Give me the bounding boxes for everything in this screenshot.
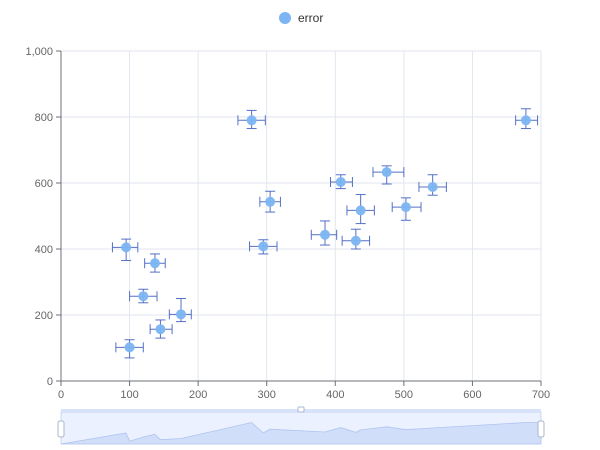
zoom-start-handle[interactable] — [57, 420, 65, 438]
axes: 0 100 200 300 400 500 600 700 0 200 400 600 800 1,000 — [25, 46, 550, 401]
zoom-end-handle[interactable] — [537, 420, 545, 438]
data-point[interactable] — [520, 115, 531, 126]
y-tick-label: 1,000 — [25, 46, 53, 58]
x-tick-label: 500 — [395, 389, 413, 401]
data-point[interactable] — [246, 115, 257, 126]
x-tick-label: 700 — [532, 389, 550, 401]
data-point[interactable] — [350, 235, 361, 246]
zoom-data-shadow — [60, 422, 542, 445]
error-bars — [111, 108, 539, 359]
data-zoom-slider[interactable] — [57, 406, 545, 445]
data-point[interactable] — [124, 342, 135, 353]
data-points — [121, 115, 531, 353]
data-point[interactable] — [400, 202, 411, 213]
legend[interactable]: error — [279, 11, 323, 25]
zoom-selected-range[interactable] — [61, 412, 541, 444]
data-point[interactable] — [355, 205, 366, 216]
y-tick-label: 800 — [35, 112, 53, 124]
x-tick-label: 200 — [189, 389, 207, 401]
data-point[interactable] — [155, 324, 166, 335]
data-point[interactable] — [138, 291, 149, 302]
grid-lines — [61, 50, 542, 381]
legend-label-error[interactable]: error — [298, 11, 323, 25]
data-point[interactable] — [265, 196, 276, 207]
x-tick-label: 0 — [58, 389, 64, 401]
y-tick-label: 600 — [35, 178, 53, 190]
y-tick-label: 400 — [35, 244, 53, 256]
y-tick-label: 0 — [47, 376, 53, 388]
data-point[interactable] — [258, 241, 269, 252]
legend-marker-error[interactable] — [279, 12, 291, 24]
data-point[interactable] — [427, 181, 438, 192]
data-point[interactable] — [335, 177, 346, 188]
data-point[interactable] — [121, 242, 132, 253]
y-tick-label: 200 — [35, 310, 53, 322]
data-point[interactable] — [381, 167, 392, 178]
zoom-grip[interactable] — [297, 406, 305, 413]
data-point[interactable] — [149, 258, 160, 269]
x-tick-label: 300 — [258, 389, 276, 401]
data-point[interactable] — [176, 309, 186, 320]
x-tick-label: 600 — [463, 389, 481, 401]
data-point[interactable] — [320, 229, 330, 240]
x-tick-label: 100 — [120, 389, 138, 401]
x-tick-label: 400 — [326, 389, 344, 401]
